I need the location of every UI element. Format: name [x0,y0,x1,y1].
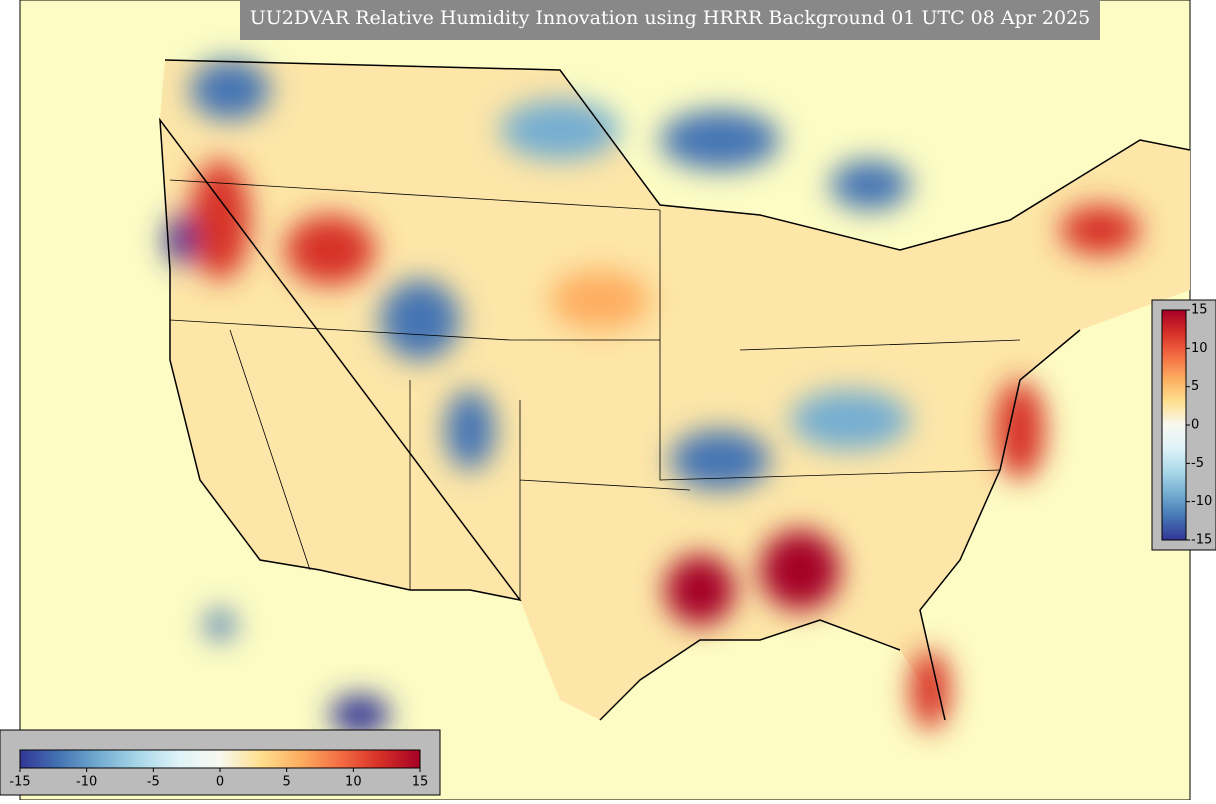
horizontal-colorbar [19,749,421,769]
colorbar-tick-label: -10 [1191,494,1212,509]
colorbar-tick-label: -5 [147,775,160,790]
colorbar-tick-label: -5 [1191,456,1204,471]
colorbar-tick-label: 5 [1191,379,1199,394]
colorbar-tick-label: 0 [1191,418,1199,433]
title-box [240,0,1100,40]
colorbar-tick-label: -15 [1191,533,1212,548]
colorbar-tick-label: 10 [1191,341,1208,356]
colorbar-tick-label: 0 [216,775,224,790]
anomaly-blobs [165,60,1140,735]
map-title: UU2DVAR Relative Humidity Innovation usi… [250,7,1091,29]
coastline [159,59,1190,721]
state-borders [169,179,1021,600]
colorbar-tick-label: -15 [9,775,30,790]
humidity-field [159,59,1190,735]
colorbar-tick-label: -10 [76,775,97,790]
colorbar-tick-label: 5 [283,775,291,790]
colorbar-tick-label: 15 [1191,303,1208,318]
colorbar-tick-label: 10 [345,775,362,790]
vertical-colorbar [1161,309,1187,541]
land-area [160,60,1190,720]
colorbar-tick-label: 15 [412,775,429,790]
